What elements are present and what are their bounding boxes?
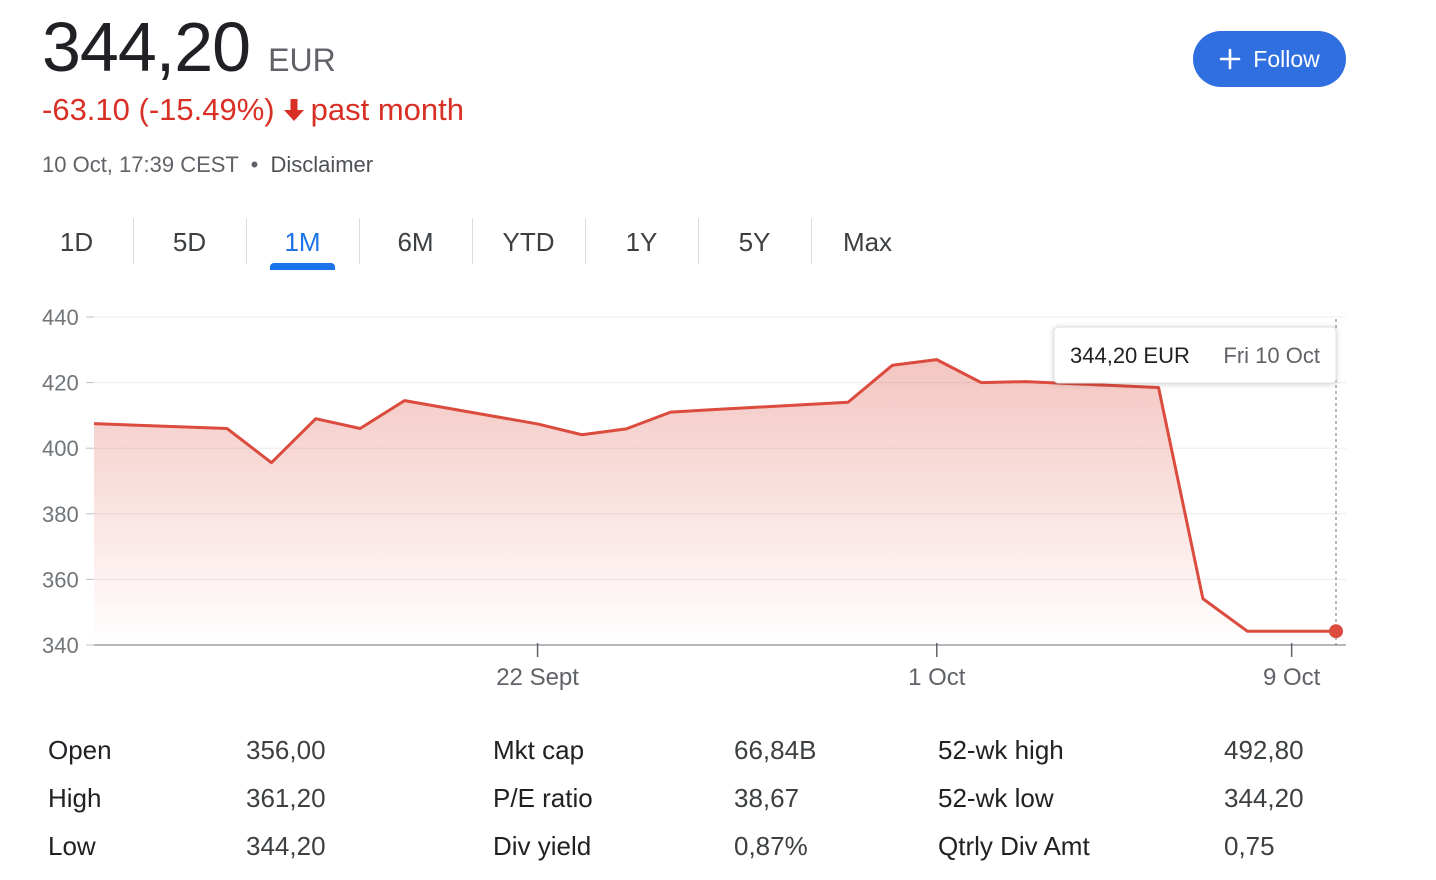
separator: • [250, 152, 259, 177]
stats-table: Open 356,00 High 361,20 Low 344,20 Mkt c… [48, 730, 1348, 870]
chart-tooltip: 344,20 EUR Fri 10 Oct [1053, 326, 1337, 384]
stat-value: 344,20 [246, 831, 326, 861]
x-tick-label: 1 Oct [908, 664, 966, 691]
stat-label: Open [48, 735, 112, 765]
currency-label: EUR [268, 42, 336, 78]
series-line [93, 358, 1336, 633]
y-tick-label: 340 [42, 633, 79, 658]
tooltip-date: Fri 10 Oct [1223, 343, 1320, 368]
y-tick-label: 380 [42, 502, 79, 527]
tab-ytd[interactable]: YTD [472, 214, 585, 270]
range-tabs: 1D 5D 1M 6M YTD 1Y 5Y Max [20, 214, 924, 270]
follow-label: Follow [1253, 45, 1320, 72]
x-tick-label: 9 Oct [1263, 664, 1321, 691]
change-period: past month [310, 92, 464, 127]
price-change: -63.10 (-15.49%) past month [42, 92, 464, 128]
stat-label: P/E ratio [493, 783, 593, 813]
y-tick-label: 440 [42, 305, 79, 330]
stat-value: 38,67 [734, 783, 800, 813]
price-chart[interactable]: 440 420 400 380 360 340 22 Sept 1 Oct 9 Oct 344,2… [0, 290, 1400, 700]
follow-button[interactable]: Follow [1193, 31, 1346, 87]
tooltip-box [1053, 326, 1337, 384]
plus-icon [1219, 48, 1241, 70]
timestamp-row: 10 Oct, 17:39 CEST • Disclaimer [42, 152, 373, 178]
change-value: -63.10 (-15.49%) [42, 92, 275, 127]
current-price: 344,20 [42, 8, 251, 86]
x-tick-label: 22 Sept [496, 664, 579, 691]
y-tick-label: 420 [42, 371, 79, 396]
stat-label: High [48, 783, 102, 813]
stat-value: 492,80 [1224, 735, 1304, 765]
price-header: 344,20 EUR [42, 10, 336, 84]
stat-value: 0,87% [734, 831, 808, 861]
tab-1y[interactable]: 1Y [585, 214, 698, 270]
timestamp: 10 Oct, 17:39 CEST [42, 152, 239, 177]
stat-label: 52-wk low [938, 783, 1054, 813]
data-point-marker [1329, 624, 1343, 639]
tooltip-value: 344,20 EUR [1070, 343, 1190, 368]
stat-value: 361,20 [246, 783, 326, 813]
disclaimer-link[interactable]: Disclaimer [270, 152, 374, 177]
stat-value: 356,00 [246, 735, 326, 765]
stat-label: Mkt cap [493, 735, 585, 765]
series-area [94, 359, 1336, 645]
arrow-down-icon [283, 98, 305, 122]
stat-value: 66,84B [734, 735, 817, 765]
stat-value: 344,20 [1224, 783, 1304, 813]
tab-5y[interactable]: 5Y [698, 214, 811, 270]
y-tick-label: 360 [42, 567, 79, 592]
stat-label: 52-wk high [938, 735, 1064, 765]
stat-value: 0,75 [1224, 831, 1275, 861]
y-tick-label: 400 [42, 436, 79, 461]
stat-label: Qtrly Div Amt [938, 831, 1090, 861]
tab-6m[interactable]: 6M [359, 214, 472, 270]
tab-1d[interactable]: 1D [59, 226, 94, 257]
tab-5d[interactable]: 5D [133, 214, 246, 270]
tab-1m[interactable]: 1M [246, 214, 359, 270]
stat-label: Low [48, 831, 96, 861]
tab-max[interactable]: Max [811, 214, 924, 270]
stat-label: Div yield [493, 831, 592, 861]
